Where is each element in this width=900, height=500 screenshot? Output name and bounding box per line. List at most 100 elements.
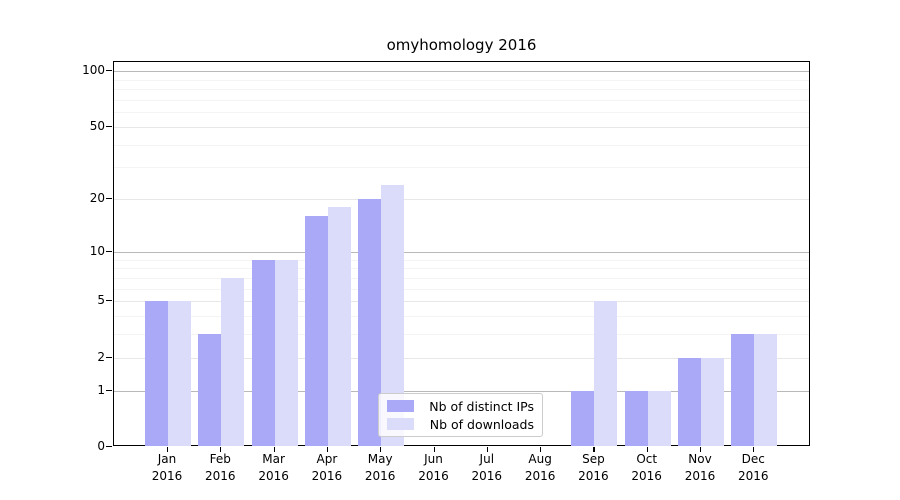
x-tick-month: Jun (424, 452, 443, 466)
bar-distinct-ips-feb (198, 334, 222, 446)
x-tick-label: May 2016 (353, 451, 407, 485)
gridline-minor (114, 79, 809, 81)
x-tick-label: Aug 2016 (513, 451, 567, 485)
x-tick-label: Oct 2016 (620, 451, 674, 485)
bar-distinct-ips-may (358, 199, 382, 446)
y-tick-label: 1 (97, 382, 105, 397)
bar-distinct-ips-oct (624, 390, 648, 446)
bar-distinct-ips-apr (304, 216, 328, 446)
legend-label-downloads: Nb of downloads (429, 416, 534, 432)
gridline-minor (114, 89, 809, 91)
y-tick-mark (106, 125, 112, 128)
x-tick-label: Mar 2016 (247, 451, 301, 485)
x-tick-year: 2016 (151, 469, 183, 483)
y-tick-mark (106, 446, 112, 448)
bar-distinct-ips-nov (678, 357, 701, 446)
x-tick-mark (593, 447, 595, 452)
x-tick-month: Sep (582, 452, 605, 466)
legend-label-distinct-ips: Nb of distinct IPs (429, 398, 534, 414)
x-tick-mark (167, 447, 169, 452)
gridline-minor (114, 112, 809, 114)
gridline-minor (114, 277, 809, 279)
x-tick-month: Aug (528, 452, 552, 466)
y-tick-label: 0 (97, 439, 105, 453)
chart-legend: Nb of distinct IPs Nb of downloads (378, 393, 543, 437)
x-tick-mark (326, 447, 329, 452)
bar-downloads-oct (647, 390, 671, 446)
gridline-major (114, 199, 809, 201)
x-tick-year: 2016 (738, 469, 769, 483)
x-tick-year: 2016 (311, 469, 343, 483)
x-tick-mark (220, 447, 222, 452)
bar-downloads-jan (168, 301, 191, 446)
y-tick-mark (106, 356, 112, 358)
x-tick-year: 2016 (631, 469, 662, 483)
x-tick-mark (486, 447, 488, 452)
x-tick-mark (646, 447, 648, 452)
x-tick-year: 2016 (418, 469, 449, 483)
x-tick-year: 2016 (524, 469, 556, 483)
gridline-minor (114, 167, 809, 169)
x-tick-label: Apr 2016 (300, 451, 354, 485)
gridline-minor (114, 99, 809, 101)
x-tick-mark (700, 447, 702, 452)
x-tick-month: May (367, 452, 393, 466)
x-tick-month: Nov (688, 452, 712, 466)
y-tick-mark (106, 389, 112, 391)
x-tick-year: 2016 (578, 469, 609, 483)
gridline-minor (114, 144, 809, 146)
x-tick-year: 2016 (684, 469, 716, 483)
gridline-minor (114, 315, 809, 317)
x-tick-year: 2016 (471, 469, 503, 483)
plot-area (113, 61, 810, 446)
bar-downloads-sep (594, 301, 618, 446)
x-tick-mark (753, 447, 755, 452)
gridline-minor (114, 268, 809, 270)
bar-downloads-may (381, 184, 405, 446)
x-tick-label: Jul 2016 (460, 451, 514, 485)
x-tick-label: Dec 2016 (726, 451, 780, 485)
x-tick-month: Jan (157, 452, 177, 466)
x-tick-year: 2016 (205, 469, 236, 483)
gridline-minor (114, 288, 809, 290)
x-tick-mark (380, 447, 382, 452)
x-tick-month: Oct (636, 452, 658, 466)
bar-distinct-ips-dec (731, 334, 755, 446)
x-tick-month: Dec (741, 452, 765, 466)
x-tick-month: Mar (262, 452, 285, 466)
y-tick-label: 100 (82, 63, 105, 78)
x-tick-year: 2016 (258, 469, 289, 483)
y-tick-label: 5 (97, 293, 105, 308)
bar-downloads-feb (221, 277, 245, 446)
x-tick-label: Feb 2016 (193, 451, 247, 485)
gridline-major (114, 126, 809, 128)
legend-entry-downloads: Nb of downloads (387, 417, 534, 432)
y-tick-label: 10 (89, 243, 105, 258)
y-tick-label: 2 (97, 349, 105, 364)
bar-distinct-ips-mar (251, 259, 275, 446)
y-tick-mark (106, 250, 112, 252)
bar-downloads-nov (701, 357, 724, 446)
y-tick-label: 20 (89, 191, 105, 206)
gridline-major (114, 390, 809, 392)
gridline-major (114, 71, 809, 73)
y-tick-mark (106, 300, 112, 302)
x-tick-label: Jan 2016 (140, 451, 194, 485)
x-tick-label: Sep 2016 (566, 451, 620, 485)
legend-entry-distinct-ips: Nb of distinct IPs (387, 399, 534, 414)
bar-downloads-mar (274, 259, 298, 446)
x-tick-label: Nov 2016 (673, 451, 727, 485)
bar-downloads-apr (327, 207, 351, 446)
x-tick-label: Jun 2016 (407, 451, 461, 485)
gridline-major (114, 357, 809, 359)
gridline-major (114, 251, 809, 253)
gridline-minor (114, 334, 809, 336)
chart-title: omyhomology 2016 (386, 36, 537, 54)
x-tick-month: Jul (479, 452, 495, 466)
x-tick-year: 2016 (364, 469, 396, 483)
y-tick-label: 50 (89, 118, 105, 133)
gridline-minor (114, 259, 809, 261)
x-tick-mark (273, 447, 275, 452)
bar-distinct-ips-jan (145, 301, 168, 446)
